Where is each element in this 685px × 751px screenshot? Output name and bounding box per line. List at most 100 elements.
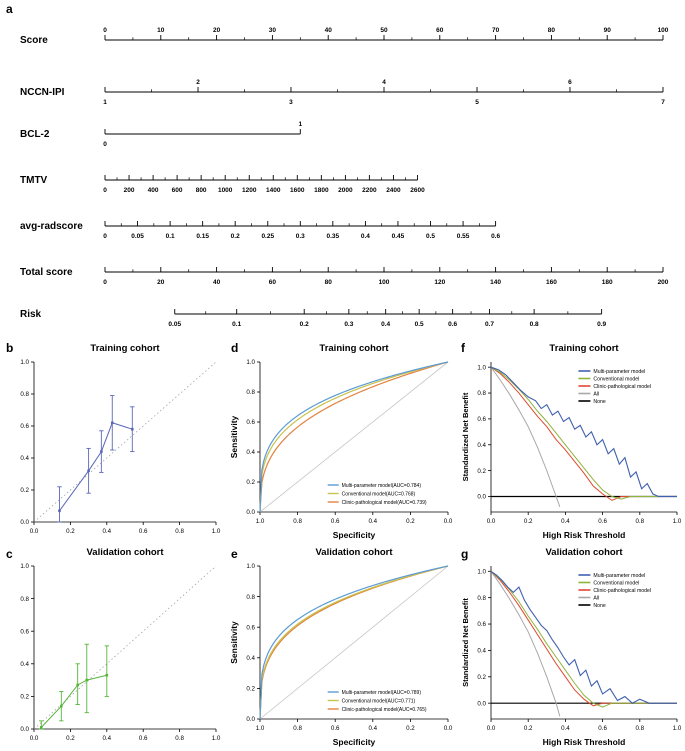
svg-text:BCL-2: BCL-2 bbox=[20, 129, 50, 140]
svg-text:0: 0 bbox=[103, 141, 107, 148]
svg-text:0.0: 0.0 bbox=[487, 518, 496, 525]
svg-text:Training cohort: Training cohort bbox=[549, 343, 619, 354]
panel-letter-c: c bbox=[6, 547, 13, 561]
svg-text:1.0: 1.0 bbox=[212, 735, 221, 742]
svg-text:1.0: 1.0 bbox=[673, 518, 682, 525]
svg-text:1.0: 1.0 bbox=[212, 528, 221, 535]
svg-text:0.0: 0.0 bbox=[444, 518, 453, 525]
svg-text:0.4: 0.4 bbox=[368, 725, 377, 732]
svg-text:1000: 1000 bbox=[218, 187, 233, 194]
svg-text:600: 600 bbox=[172, 187, 183, 194]
svg-text:0.6: 0.6 bbox=[491, 233, 500, 240]
svg-text:0.2: 0.2 bbox=[477, 674, 486, 681]
svg-text:0.0: 0.0 bbox=[477, 494, 486, 501]
svg-text:0.4: 0.4 bbox=[368, 518, 377, 525]
svg-text:0.6: 0.6 bbox=[448, 321, 457, 328]
svg-text:0.35: 0.35 bbox=[327, 233, 340, 240]
svg-text:0.6: 0.6 bbox=[331, 518, 340, 525]
svg-text:0.2: 0.2 bbox=[524, 518, 533, 525]
panel-letter-b: b bbox=[6, 341, 14, 355]
svg-text:0.2: 0.2 bbox=[406, 518, 415, 525]
panel-letter-d: d bbox=[231, 341, 239, 355]
panel-letter-g: g bbox=[461, 547, 469, 561]
svg-text:0.4: 0.4 bbox=[246, 449, 255, 456]
svg-text:0: 0 bbox=[103, 187, 107, 194]
svg-text:0: 0 bbox=[103, 27, 107, 34]
svg-text:0.5: 0.5 bbox=[426, 233, 435, 240]
svg-text:1.0: 1.0 bbox=[256, 518, 265, 525]
dca-validation-chart: Validation cohort 0.0 0.2 0.4 0.6 0.8 1.0 0.0 0.… bbox=[461, 547, 682, 747]
svg-text:0.6: 0.6 bbox=[477, 416, 486, 423]
svg-text:1600: 1600 bbox=[290, 187, 305, 194]
svg-text:2200: 2200 bbox=[362, 187, 377, 194]
svg-text:2400: 2400 bbox=[386, 187, 401, 194]
svg-text:0.3: 0.3 bbox=[296, 233, 305, 240]
svg-text:All: All bbox=[593, 391, 599, 397]
svg-text:7: 7 bbox=[661, 99, 665, 106]
svg-text:Clinic-pathological model(AUC=: Clinic-pathological model(AUC=0.739) bbox=[342, 500, 427, 506]
svg-text:0.6: 0.6 bbox=[598, 518, 607, 525]
svg-text:0.8: 0.8 bbox=[246, 389, 255, 396]
svg-text:High Risk Threshold: High Risk Threshold bbox=[543, 737, 626, 747]
svg-text:0.2: 0.2 bbox=[524, 725, 533, 732]
svg-text:0.4: 0.4 bbox=[477, 648, 486, 655]
svg-text:160: 160 bbox=[546, 279, 557, 286]
svg-text:Conventional model: Conventional model bbox=[593, 376, 639, 382]
svg-text:0.8: 0.8 bbox=[477, 595, 486, 602]
svg-text:0.6: 0.6 bbox=[477, 621, 486, 628]
svg-text:0.25: 0.25 bbox=[261, 233, 274, 240]
svg-text:100: 100 bbox=[379, 279, 390, 286]
svg-text:1: 1 bbox=[298, 121, 302, 128]
svg-text:5: 5 bbox=[475, 99, 479, 106]
svg-text:Standardized Net Benefit: Standardized Net Benefit bbox=[461, 392, 470, 481]
svg-text:1.0: 1.0 bbox=[20, 563, 29, 570]
svg-text:0.4: 0.4 bbox=[20, 661, 29, 668]
svg-text:Conventional model(AUC=0.768): Conventional model(AUC=0.768) bbox=[342, 491, 416, 497]
svg-text:0.3: 0.3 bbox=[344, 321, 353, 328]
svg-text:400: 400 bbox=[148, 187, 159, 194]
svg-text:0.8: 0.8 bbox=[20, 391, 29, 398]
svg-text:NCCN-IPI: NCCN-IPI bbox=[20, 87, 65, 98]
svg-text:0.8: 0.8 bbox=[635, 725, 644, 732]
panel-letter-e: e bbox=[231, 547, 238, 561]
svg-text:50: 50 bbox=[380, 27, 388, 34]
svg-text:0.7: 0.7 bbox=[485, 321, 494, 328]
svg-text:0.55: 0.55 bbox=[457, 233, 470, 240]
svg-text:0.8: 0.8 bbox=[20, 596, 29, 603]
svg-text:0.8: 0.8 bbox=[246, 594, 255, 601]
svg-text:0.0: 0.0 bbox=[30, 528, 39, 535]
svg-text:0.05: 0.05 bbox=[168, 321, 181, 328]
svg-text:0.15: 0.15 bbox=[196, 233, 209, 240]
svg-text:Score: Score bbox=[20, 35, 48, 46]
svg-text:Multi-parameter model(AUC=0.78: Multi-parameter model(AUC=0.784) bbox=[342, 483, 422, 489]
svg-text:0.0: 0.0 bbox=[246, 716, 255, 723]
svg-text:0.4: 0.4 bbox=[246, 655, 255, 662]
svg-text:100: 100 bbox=[658, 27, 669, 34]
panel-letter-f: f bbox=[461, 341, 465, 355]
svg-text:0.2: 0.2 bbox=[246, 686, 255, 693]
svg-text:0.2: 0.2 bbox=[66, 735, 75, 742]
svg-text:2000: 2000 bbox=[338, 187, 353, 194]
svg-text:High Risk Threshold: High Risk Threshold bbox=[543, 530, 626, 540]
svg-text:0.8: 0.8 bbox=[635, 518, 644, 525]
svg-text:0.2: 0.2 bbox=[231, 233, 240, 240]
svg-text:0.6: 0.6 bbox=[139, 528, 148, 535]
svg-text:10: 10 bbox=[157, 27, 165, 34]
svg-text:0.0: 0.0 bbox=[30, 735, 39, 742]
svg-text:1800: 1800 bbox=[314, 187, 329, 194]
svg-text:0: 0 bbox=[103, 233, 107, 240]
svg-text:Training cohort: Training cohort bbox=[90, 343, 160, 354]
svg-text:0.6: 0.6 bbox=[246, 624, 255, 631]
svg-text:2: 2 bbox=[196, 79, 200, 86]
svg-text:Multi-parameter model: Multi-parameter model bbox=[593, 573, 645, 579]
svg-text:Conventional model(AUC=0.771): Conventional model(AUC=0.771) bbox=[342, 698, 416, 704]
svg-text:3: 3 bbox=[289, 99, 293, 106]
svg-text:200: 200 bbox=[124, 187, 135, 194]
svg-text:0.45: 0.45 bbox=[392, 233, 405, 240]
svg-text:Standardized Net Benefit: Standardized Net Benefit bbox=[461, 598, 470, 687]
svg-text:0.6: 0.6 bbox=[331, 725, 340, 732]
svg-text:0.4: 0.4 bbox=[102, 735, 111, 742]
svg-text:0.8: 0.8 bbox=[293, 518, 302, 525]
svg-text:Specificity: Specificity bbox=[333, 530, 376, 540]
svg-text:40: 40 bbox=[213, 279, 221, 286]
